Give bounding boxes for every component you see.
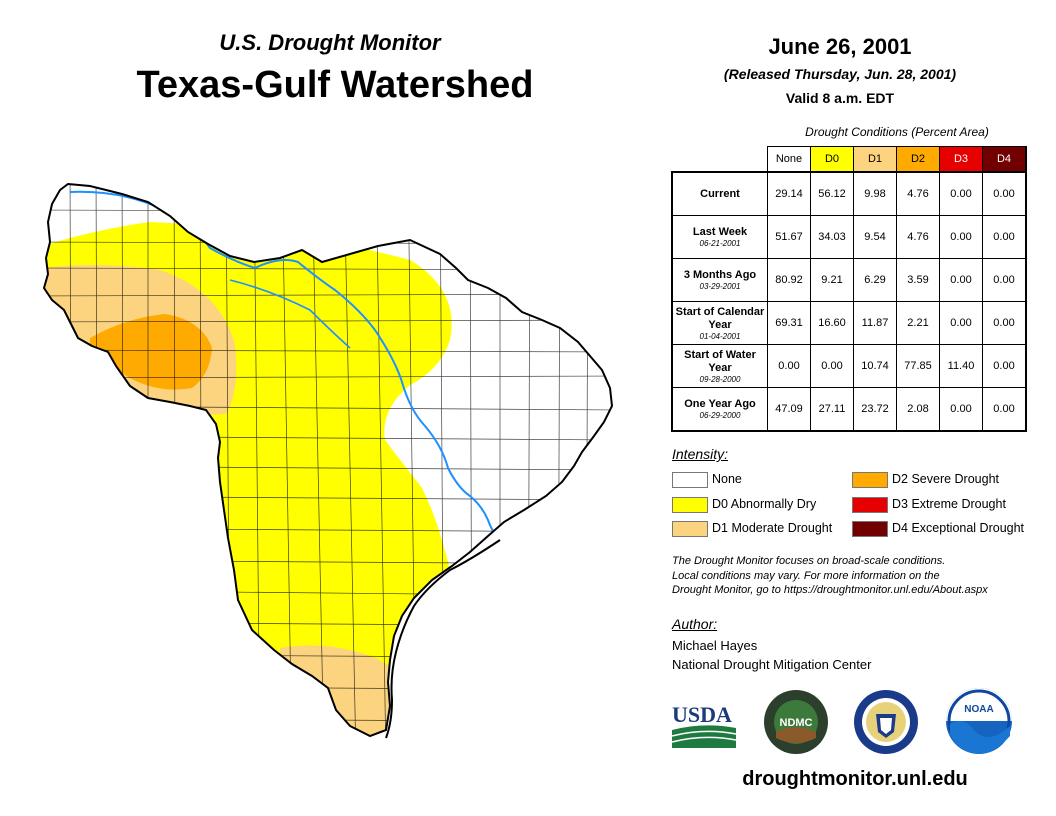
commerce-seal [854, 690, 918, 754]
usda-logo-text: USDA [672, 702, 732, 727]
table-cell: 0.00 [982, 344, 1027, 388]
drought-map [43, 183, 613, 739]
legend-label: None [712, 472, 742, 486]
row-label: Last Week [692, 226, 748, 238]
table-row: Start of Calendar Year 01-04-2001 69.31 1… [671, 301, 1027, 345]
table-cell: 0.00 [767, 344, 811, 388]
table-cell: 23.72 [853, 387, 897, 432]
gulf-coastline [385, 539, 501, 739]
legend-swatch-d3 [852, 497, 888, 513]
table-cell: 0.00 [939, 387, 983, 432]
legend-label: D0 Abnormally Dry [712, 497, 817, 511]
map-title: Texas-Gulf Watershed [136, 64, 534, 106]
noaa-logo: NOAA [946, 688, 1012, 754]
row-date: 03-29-2001 [699, 282, 741, 291]
usda-logo: USDA [671, 702, 737, 748]
table-row: Current 29.14 56.12 9.98 4.76 0.00 0.00 [671, 171, 1027, 216]
table-cell: 9.98 [853, 171, 897, 216]
table-cell: 51.67 [767, 215, 811, 259]
row-label: Start of Calendar Year [675, 305, 765, 331]
table-cell: 0.00 [982, 387, 1027, 432]
legend-label: D1 Moderate Drought [712, 521, 833, 535]
author-name: Michael Hayes [672, 638, 758, 653]
col-header: None [767, 146, 811, 173]
legend-title: Intensity: [672, 446, 729, 462]
table-cell: 11.40 [939, 344, 983, 388]
table-cell: 0.00 [939, 171, 983, 216]
row-date: 09-28-2000 [699, 374, 741, 384]
disclaimer-line: Drought Monitor, go to https://droughtmo… [672, 584, 988, 596]
site-url[interactable]: droughtmonitor.unl.edu [742, 768, 968, 790]
map-date: June 26, 2001 [768, 34, 912, 59]
legend-swatch-d2 [852, 472, 888, 488]
table-cell: 34.03 [810, 215, 854, 259]
table-cell: 0.00 [982, 215, 1027, 259]
table-cell: 2.08 [896, 387, 940, 432]
row-date: 01-04-2001 [699, 331, 741, 341]
table-row: One Year Ago 06-29-2000 47.09 27.11 23.72… [671, 387, 1027, 432]
release-date: (Released Thursday, Jun. 28, 2001) [723, 66, 957, 82]
row-label: Start of Water Year [684, 348, 756, 374]
table-cell: 2.21 [896, 301, 940, 345]
table-cell: 9.21 [810, 258, 854, 302]
table-cell: 29.14 [767, 171, 811, 216]
disclaimer-line: The Drought Monitor focuses on broad-sca… [672, 555, 946, 567]
table-cell: 27.11 [810, 387, 854, 432]
author-heading: Author: [672, 616, 718, 632]
table-corner [672, 147, 768, 173]
table-cell: 6.29 [853, 258, 897, 302]
col-header: D2 [896, 146, 940, 173]
legend-label: D4 Exceptional Drought [892, 521, 1025, 535]
ndmc-logo-text: NDMC [780, 717, 813, 729]
table-cell: 0.00 [982, 171, 1027, 216]
table-cell: 77.85 [896, 344, 940, 388]
valid-time: Valid 8 a.m. EDT [785, 90, 895, 106]
map-subtitle: U.S. Drought Monitor [219, 30, 441, 55]
row-date: 06-29-2000 [699, 411, 741, 420]
table-cell: 0.00 [982, 301, 1027, 345]
col-header: D3 [939, 146, 983, 173]
col-header: D0 [810, 146, 854, 173]
table-cell: 0.00 [982, 258, 1027, 302]
legend-swatch-d0 [672, 497, 708, 513]
table-row: Start of Water Year 09-28-2000 0.00 0.00 … [671, 344, 1027, 388]
table-cell: 0.00 [939, 301, 983, 345]
author-org: National Drought Mitigation Center [672, 657, 872, 672]
table-cell: 3.59 [896, 258, 940, 302]
table-cell: 9.54 [853, 215, 897, 259]
row-label: 3 Months Ago [683, 269, 757, 281]
table-cell: 10.74 [853, 344, 897, 388]
table-cell: 0.00 [939, 258, 983, 302]
row-label: Current [700, 187, 740, 200]
table-cell: 80.92 [767, 258, 811, 302]
legend-label: D3 Extreme Drought [892, 497, 1006, 511]
table-cell: 56.12 [810, 171, 854, 216]
table-caption: Drought Conditions (Percent Area) [805, 125, 989, 139]
noaa-logo-text: NOAA [964, 704, 993, 715]
table-cell: 47.09 [767, 387, 811, 432]
drought-table: None D0 D1 D2 D3 D4 Current 29.14 56.12 … [671, 146, 1027, 432]
legend-swatch-d1 [672, 521, 708, 537]
table-cell: 69.31 [767, 301, 811, 345]
table-cell: 0.00 [810, 344, 854, 388]
colorado-river [229, 279, 351, 349]
legend-swatch-d4 [852, 521, 888, 537]
row-label: One Year Ago [684, 398, 756, 410]
disclaimer-line: Local conditions may vary. For more info… [672, 569, 940, 582]
table-cell: 11.87 [853, 301, 897, 345]
table-cell: 4.76 [896, 171, 940, 216]
col-header: D1 [853, 146, 897, 173]
legend-label: D2 Severe Drought [892, 472, 1000, 486]
disclaimer: The Drought Monitor focuses on broad-sca… [672, 554, 1042, 598]
legend-swatch-none [672, 472, 708, 488]
table-row: 3 Months Ago 03-29-2001 80.92 9.21 6.29 3… [671, 258, 1027, 302]
table-cell: 4.76 [896, 215, 940, 259]
row-date: 06-21-2001 [699, 239, 741, 248]
table-cell: 0.00 [939, 215, 983, 259]
col-header: D4 [982, 146, 1027, 173]
table-row: Last Week 06-21-2001 51.67 34.03 9.54 4.7… [671, 215, 1027, 259]
ndmc-logo: NDMC [764, 690, 828, 754]
table-cell: 16.60 [810, 301, 854, 345]
